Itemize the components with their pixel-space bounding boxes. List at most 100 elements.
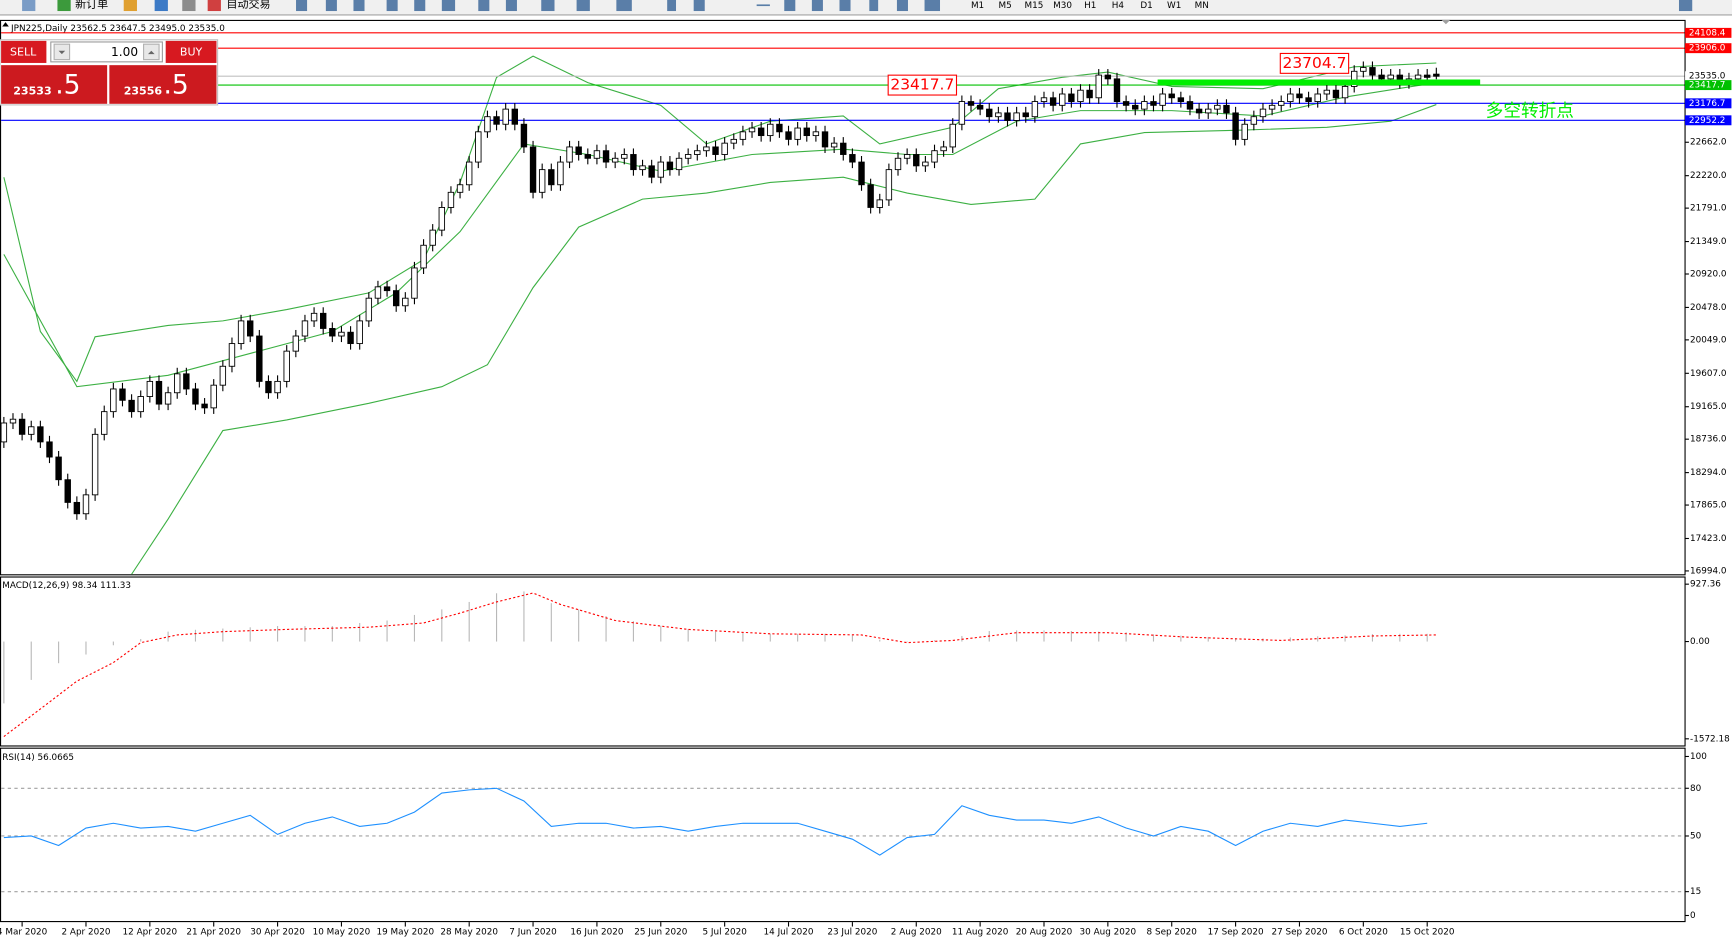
trendline[interactable] <box>784 0 796 12</box>
buy-price-main[interactable]: 23556 <box>124 85 163 98</box>
x-tick-label: 2 Apr 2020 <box>61 928 110 938</box>
auto-trading-button[interactable]: 自动交易 <box>226 0 270 10</box>
candle-body <box>675 157 683 171</box>
channel[interactable] <box>839 0 851 12</box>
label-tool[interactable] <box>896 0 908 12</box>
candle-body <box>538 169 546 193</box>
candle-body <box>128 399 135 413</box>
timeframe-button[interactable]: H1 <box>1084 1 1096 11</box>
y-tick-label: 927.36 <box>1690 580 1721 590</box>
buy-button[interactable] <box>165 40 217 63</box>
lot-input[interactable] <box>50 41 163 63</box>
timeframe-button[interactable]: MN <box>1195 1 1209 11</box>
buy-price-frac[interactable]: .5 <box>163 70 188 101</box>
buy-label[interactable]: BUY <box>180 45 203 58</box>
candle-body <box>247 320 254 337</box>
sell-label[interactable]: SELL <box>10 45 37 58</box>
y-tick-label: 0.00 <box>1690 637 1710 647</box>
y-tick-label: 21349.0 <box>1690 237 1727 247</box>
y-tick-label: 50 <box>1690 831 1702 841</box>
price-label: 22952.2 <box>1689 116 1726 126</box>
tool-icon[interactable] <box>478 0 490 12</box>
candle-body <box>1086 89 1093 99</box>
candle-body <box>356 320 363 345</box>
candle-body <box>1241 123 1248 140</box>
candle-body <box>721 142 728 155</box>
timeframes: M1 M5 M15 M30 H1 H4 D1 W1 MN <box>971 1 1209 11</box>
timeframe-button[interactable]: D1 <box>1140 1 1152 11</box>
candle-body <box>575 146 582 155</box>
zoom-in[interactable] <box>386 0 398 12</box>
timeframe-button[interactable]: H4 <box>1112 1 1125 11</box>
sell-price-main[interactable]: 23533 <box>13 85 51 98</box>
templates[interactable] <box>616 0 632 12</box>
timeframe-button[interactable]: M5 <box>999 1 1012 11</box>
tool-icon[interactable] <box>505 0 517 12</box>
candle-body <box>1177 97 1185 103</box>
candle-body <box>703 146 710 152</box>
sell-button[interactable] <box>1 40 47 63</box>
macd-signal <box>3 592 1437 737</box>
toolbar-icon[interactable] <box>154 0 168 12</box>
macd-panel <box>0 576 1686 747</box>
candle-body <box>429 229 436 246</box>
candle-body <box>1077 89 1084 103</box>
cursor[interactable] <box>667 0 677 12</box>
candle-body <box>1040 97 1048 103</box>
x-tick-label: 27 Sep 2020 <box>1271 928 1327 938</box>
x-tick-label: 28 May 2020 <box>440 928 498 938</box>
candle-body <box>201 403 208 409</box>
candle-body <box>1068 93 1075 103</box>
toolbar-icon[interactable] <box>22 0 36 12</box>
candle-body <box>164 392 172 405</box>
tile[interactable] <box>441 0 456 12</box>
tool-icon[interactable] <box>325 0 337 12</box>
timeframe-button[interactable]: M1 <box>971 1 984 11</box>
timeframe-button[interactable]: M15 <box>1024 1 1043 11</box>
candle-body <box>1195 108 1203 114</box>
price-label-bg <box>1685 71 1732 82</box>
candle-body <box>1049 97 1057 106</box>
sell-price-box[interactable] <box>1 65 108 104</box>
toolbar-icon[interactable] <box>123 0 137 12</box>
new-order-icon[interactable] <box>57 0 71 12</box>
candle-body <box>1423 74 1431 78</box>
timeframe-button[interactable]: M30 <box>1053 1 1072 11</box>
auto-trading-icon[interactable] <box>207 0 221 12</box>
toolbar-icon[interactable] <box>182 0 196 12</box>
candle-body <box>329 328 336 337</box>
y-tick-label: 21791.0 <box>1690 204 1727 214</box>
x-tick-label: 12 Apr 2020 <box>123 928 178 938</box>
crosshair[interactable] <box>693 0 705 12</box>
candle-body <box>1214 104 1221 110</box>
hline[interactable] <box>756 4 770 7</box>
candle-body <box>420 244 427 269</box>
candle-body <box>1013 112 1020 121</box>
tool-icon[interactable] <box>353 0 365 12</box>
price-label: 23176.7 <box>1689 99 1726 109</box>
search-icon[interactable] <box>1678 0 1693 12</box>
zoom-out[interactable] <box>414 0 426 12</box>
candle-body <box>447 191 455 208</box>
periods[interactable] <box>576 0 590 12</box>
y-tick-label: 16994.0 <box>1690 566 1727 576</box>
candle-body <box>484 116 491 133</box>
y-tick-label: 0 <box>1690 911 1696 921</box>
candle-body <box>794 127 801 140</box>
candle-body <box>392 290 400 307</box>
fib[interactable] <box>811 0 823 12</box>
new-order-button[interactable]: 新订单 <box>75 0 108 10</box>
text-tool[interactable] <box>869 0 879 12</box>
lot-value[interactable]: 1.00 <box>111 45 138 59</box>
candle-body <box>155 380 163 405</box>
tool-icon[interactable] <box>296 0 308 12</box>
arrows[interactable] <box>924 0 941 12</box>
buy-price-box[interactable] <box>109 65 217 104</box>
sell-price-frac[interactable]: .5 <box>55 70 80 101</box>
bollinger-band <box>131 104 1437 575</box>
indicators[interactable] <box>541 0 555 12</box>
timeframe-button[interactable]: W1 <box>1167 1 1181 11</box>
candle-body <box>894 157 902 171</box>
y-tick-label: 22220.0 <box>1690 171 1727 181</box>
candle-body <box>1305 97 1312 103</box>
